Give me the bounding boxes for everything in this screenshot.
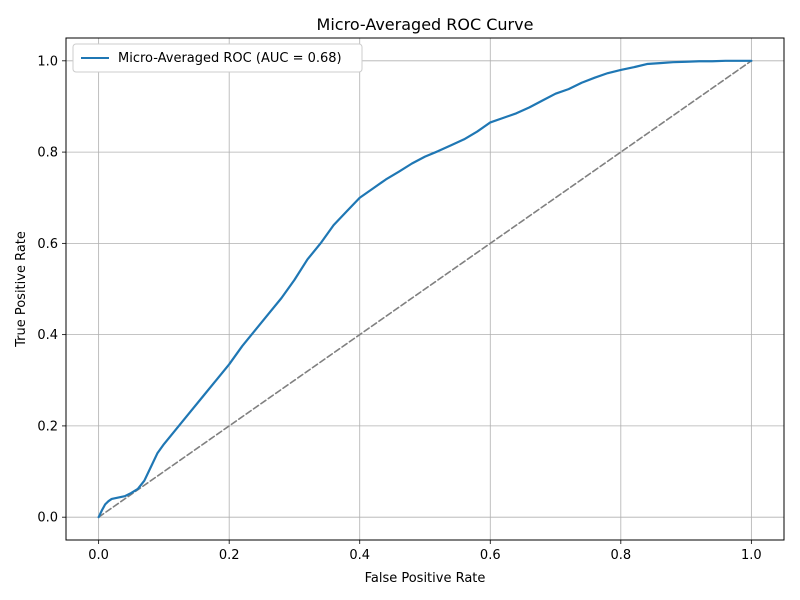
y-tick-label-2: 0.4 bbox=[37, 328, 58, 343]
y-tick-label-4: 0.8 bbox=[37, 146, 58, 161]
x-tick-label-2: 0.4 bbox=[349, 548, 370, 563]
x-tick-label-5: 1.0 bbox=[741, 548, 762, 563]
legend-box bbox=[72, 43, 363, 73]
y-tick-label-5: 1.0 bbox=[37, 54, 58, 69]
legend-label: Micro-Averaged ROC (AUC = 0.68) bbox=[118, 51, 342, 66]
y-tick-label-0: 0.0 bbox=[37, 511, 58, 526]
y-tick-label-1: 0.2 bbox=[37, 419, 58, 434]
x-tick-label-1: 0.2 bbox=[219, 548, 240, 563]
chance-diagonal-line bbox=[97, 60, 753, 518]
chart-title: Micro-Averaged ROC Curve bbox=[317, 15, 534, 34]
x-tick-label-0: 0.0 bbox=[88, 548, 109, 563]
x-axis-title: False Positive Rate bbox=[365, 571, 486, 586]
y-axis-title: True Positive Rate bbox=[14, 231, 29, 348]
ticks: 0.0 0.2 0.4 0.6 0.8 1.0 0.0 0.2 0.4 0.6 0.8 1.0 bbox=[37, 54, 761, 563]
legend: Micro-Averaged ROC (AUC = 0.68) bbox=[72, 43, 363, 73]
x-tick-label-4: 0.8 bbox=[610, 548, 631, 563]
plot-frame bbox=[65, 37, 785, 541]
roc-curve-line-0 bbox=[97, 59, 753, 519]
series-layer bbox=[97, 59, 753, 519]
x-tick-label-3: 0.6 bbox=[480, 548, 501, 563]
y-tick-label-3: 0.6 bbox=[37, 237, 58, 252]
